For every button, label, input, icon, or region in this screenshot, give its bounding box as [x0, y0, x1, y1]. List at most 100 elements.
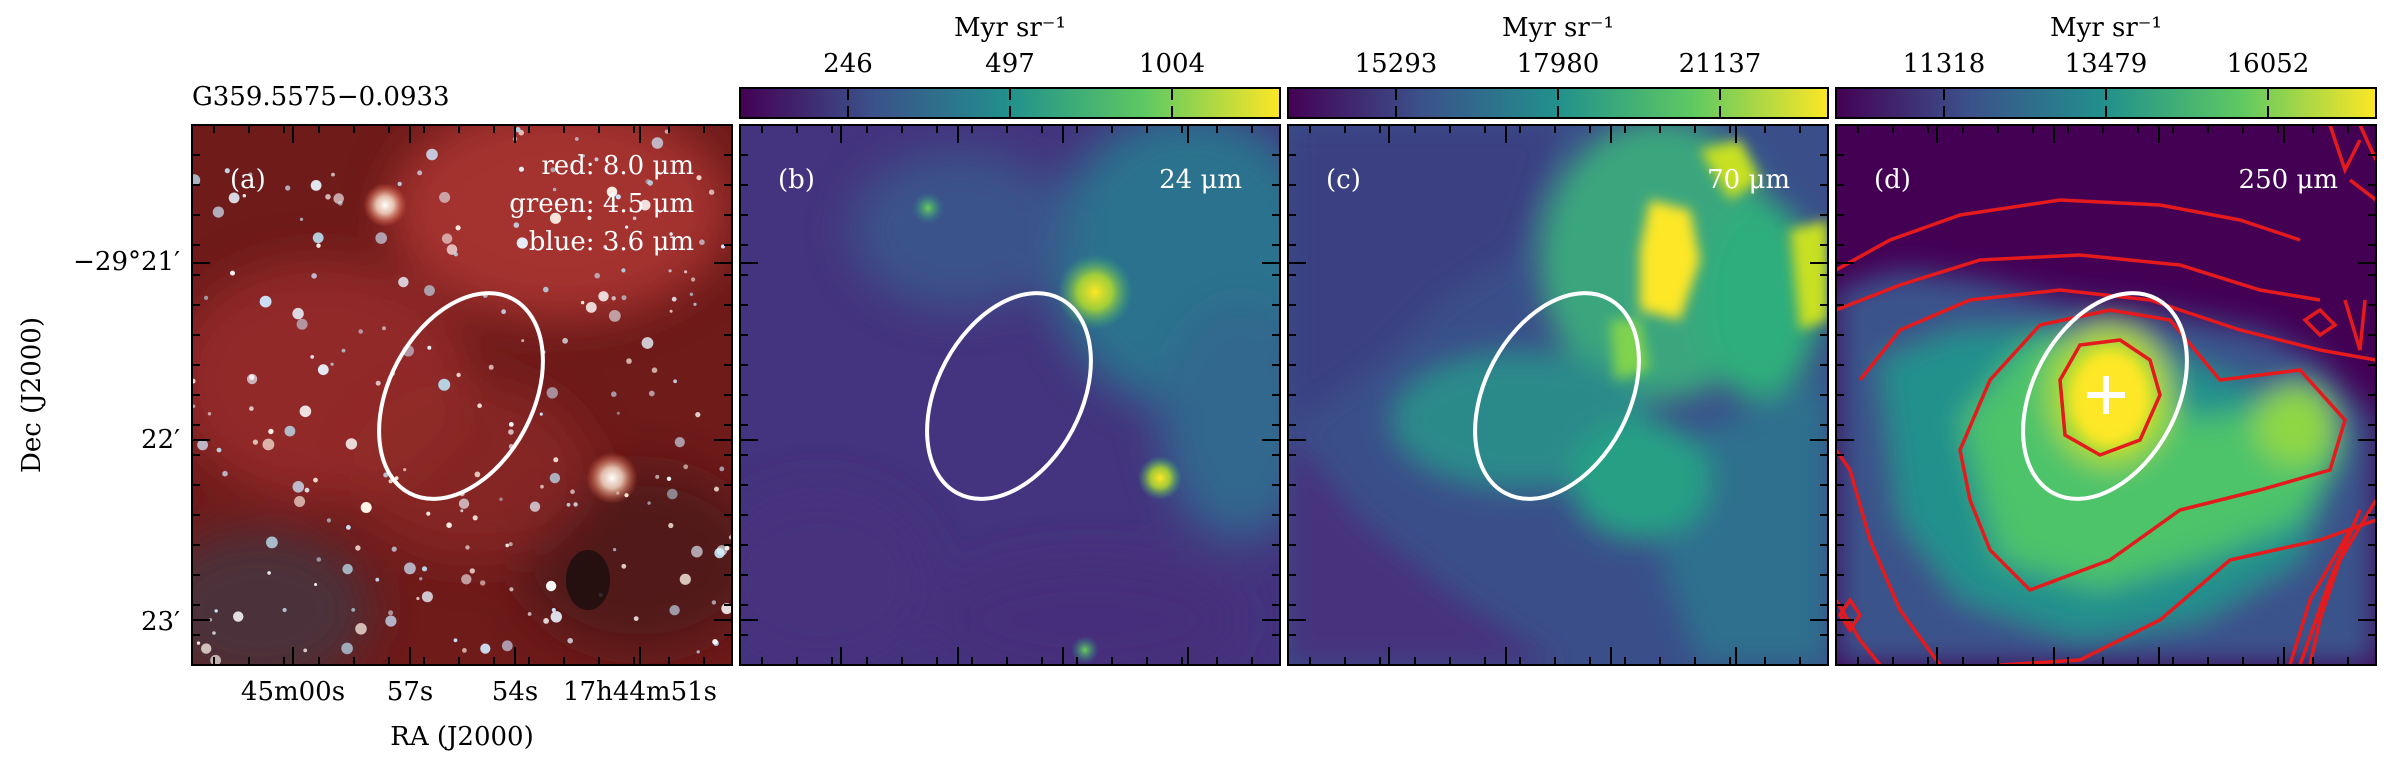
star — [460, 509, 464, 513]
dark-patch — [566, 550, 610, 610]
star — [505, 543, 510, 548]
star — [666, 476, 672, 481]
source-b2 — [912, 192, 944, 224]
star — [382, 326, 386, 331]
star — [360, 502, 372, 513]
star — [695, 412, 701, 418]
star — [212, 631, 216, 635]
star — [573, 502, 578, 507]
star — [691, 545, 703, 558]
star — [651, 137, 664, 149]
star — [647, 501, 651, 505]
source-b1 — [1057, 254, 1133, 330]
panel-d-emission — [1836, 270, 2376, 665]
star — [404, 562, 416, 575]
star — [574, 137, 579, 141]
star — [626, 358, 632, 364]
panel-a-letter: (a) — [230, 165, 266, 195]
star — [312, 232, 324, 244]
panel-c-letter: (c) — [1326, 165, 1361, 195]
star — [562, 337, 568, 344]
x-tick-label-2: 57s — [387, 677, 433, 707]
contour-spike — [2343, 299, 2367, 351]
star — [346, 525, 351, 530]
contour-blob — [2302, 307, 2338, 338]
star — [397, 181, 402, 187]
star — [355, 623, 367, 635]
star — [581, 154, 586, 158]
star — [228, 192, 240, 204]
star — [292, 481, 305, 493]
star — [299, 405, 312, 418]
star — [611, 391, 617, 398]
star — [439, 191, 451, 203]
contour-level-4 — [1836, 253, 2321, 665]
star — [317, 364, 329, 376]
star — [693, 302, 697, 306]
x-tick-label-1: 45m00s — [241, 677, 345, 707]
star — [587, 215, 592, 221]
contour-inner — [2058, 338, 2162, 457]
star — [625, 225, 629, 229]
star — [453, 252, 458, 257]
star — [342, 563, 353, 575]
star — [310, 355, 315, 359]
star — [543, 618, 549, 624]
star — [453, 638, 458, 643]
panel-c-ellipse — [1473, 291, 1641, 501]
star — [696, 175, 702, 181]
star — [224, 168, 230, 174]
colorbar-b-tick-1: 246 — [823, 49, 873, 79]
star — [613, 548, 617, 552]
star — [242, 194, 246, 198]
star — [325, 194, 331, 200]
colorbar-b-tick-3: 1004 — [1139, 49, 1205, 79]
star — [633, 616, 639, 621]
star — [197, 439, 209, 451]
star — [621, 563, 627, 569]
colorbar-d-unit: Myr sr⁻¹ — [2050, 13, 2162, 43]
star — [316, 243, 321, 248]
star — [201, 643, 212, 654]
panel-b-emission — [740, 125, 1280, 665]
star — [427, 345, 432, 350]
star — [598, 291, 609, 302]
colorbar-c-tick-3: 21137 — [1679, 49, 1762, 79]
star — [552, 187, 557, 192]
star — [545, 580, 557, 592]
star — [212, 206, 224, 218]
star — [375, 577, 380, 582]
panel-a — [192, 125, 732, 665]
panel-a-channel-blue: blue: 3.6 μm — [529, 227, 694, 257]
star — [674, 437, 685, 448]
star — [550, 167, 556, 173]
star — [385, 615, 397, 627]
colorbar-b-tick-2: 497 — [985, 49, 1035, 79]
star — [708, 189, 715, 195]
source-b3 — [1138, 456, 1182, 500]
star — [499, 497, 503, 501]
star — [684, 270, 688, 274]
star — [549, 472, 561, 484]
star — [501, 640, 513, 652]
star — [691, 277, 696, 282]
star — [546, 387, 558, 399]
star — [456, 372, 461, 378]
star — [248, 172, 253, 177]
star — [669, 309, 673, 313]
panel-a-star-field — [192, 127, 732, 665]
star — [488, 364, 494, 370]
star — [472, 515, 478, 521]
star — [426, 148, 438, 161]
star — [465, 545, 470, 550]
star — [696, 650, 700, 654]
star — [639, 199, 651, 211]
star — [521, 339, 525, 343]
star — [669, 232, 673, 236]
star — [252, 439, 258, 445]
star — [446, 244, 458, 255]
star — [268, 428, 274, 435]
star — [262, 438, 275, 451]
star — [421, 591, 433, 603]
star — [611, 296, 616, 301]
